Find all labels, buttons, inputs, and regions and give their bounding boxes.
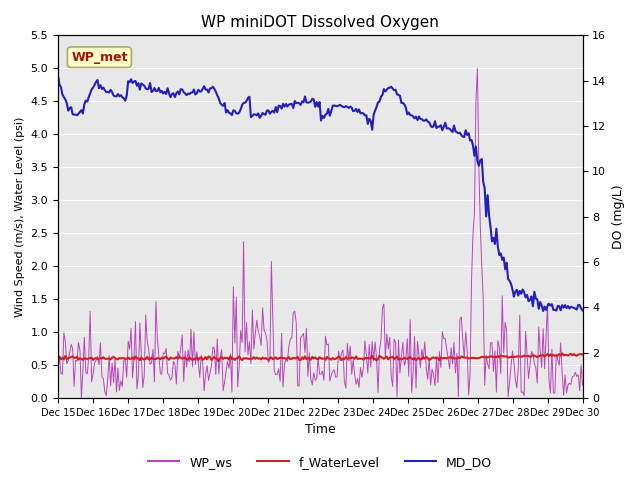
Text: WP_met: WP_met [71, 51, 127, 64]
Y-axis label: Wind Speed (m/s), Water Level (psi): Wind Speed (m/s), Water Level (psi) [15, 117, 25, 317]
Title: WP miniDOT Dissolved Oxygen: WP miniDOT Dissolved Oxygen [202, 15, 439, 30]
X-axis label: Time: Time [305, 423, 336, 436]
Y-axis label: DO (mg/L): DO (mg/L) [612, 184, 625, 249]
Legend: WP_ws, f_WaterLevel, MD_DO: WP_ws, f_WaterLevel, MD_DO [143, 451, 497, 474]
